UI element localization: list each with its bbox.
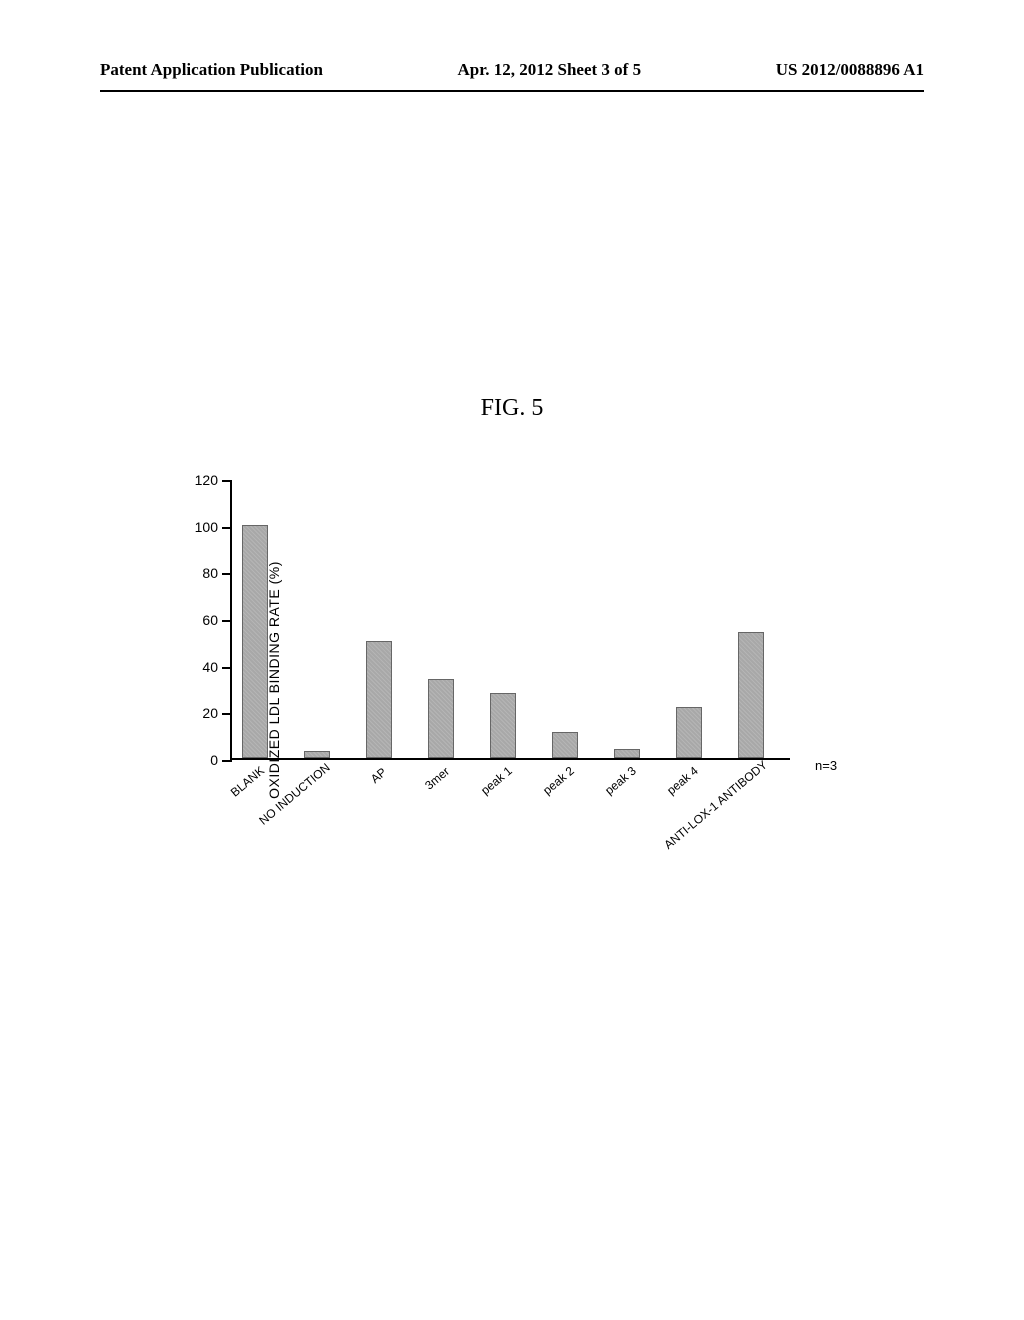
n-label: n=3 xyxy=(815,758,837,773)
bar xyxy=(738,632,764,758)
bar xyxy=(676,707,702,758)
y-tick xyxy=(222,713,232,715)
x-axis-label: peak 4 xyxy=(664,764,701,798)
bar xyxy=(490,693,516,758)
x-axis-label: ANTI-LOX-1 ANTIBODY xyxy=(661,758,770,852)
x-axis-label: 3mer xyxy=(422,764,452,792)
y-tick xyxy=(222,760,232,762)
bar xyxy=(428,679,454,758)
bar xyxy=(614,749,640,758)
bar xyxy=(304,751,330,758)
y-tick-label: 0 xyxy=(210,752,218,768)
y-tick xyxy=(222,527,232,529)
x-axis-label: peak 1 xyxy=(478,764,515,798)
x-axis-label: peak 3 xyxy=(602,764,639,798)
bar xyxy=(552,732,578,758)
y-tick-label: 20 xyxy=(202,705,218,721)
header-rule xyxy=(100,90,924,92)
y-tick-label: 100 xyxy=(195,519,218,535)
x-axis-label: BLANK xyxy=(228,763,267,799)
y-tick-label: 120 xyxy=(195,472,218,488)
y-tick-label: 80 xyxy=(202,565,218,581)
y-tick xyxy=(222,667,232,669)
y-tick xyxy=(222,480,232,482)
header-left: Patent Application Publication xyxy=(100,60,323,80)
y-tick xyxy=(222,573,232,575)
figure-title: FIG. 5 xyxy=(0,395,1024,422)
chart-container: OXIDIZED LDL BINDING RATE (%) 0204060801… xyxy=(185,480,865,880)
header-right: US 2012/0088896 A1 xyxy=(776,60,924,80)
page-header: Patent Application Publication Apr. 12, … xyxy=(0,60,1024,80)
y-tick xyxy=(222,620,232,622)
bar xyxy=(242,525,268,758)
chart-area: 020406080100120BLANKNO INDUCTIONAP3merpe… xyxy=(230,480,790,760)
x-axis-label: AP xyxy=(368,765,389,786)
y-tick-label: 60 xyxy=(202,612,218,628)
y-tick-label: 40 xyxy=(202,659,218,675)
x-axis-label: peak 2 xyxy=(540,764,577,798)
header-center: Apr. 12, 2012 Sheet 3 of 5 xyxy=(458,60,642,80)
bar xyxy=(366,641,392,758)
